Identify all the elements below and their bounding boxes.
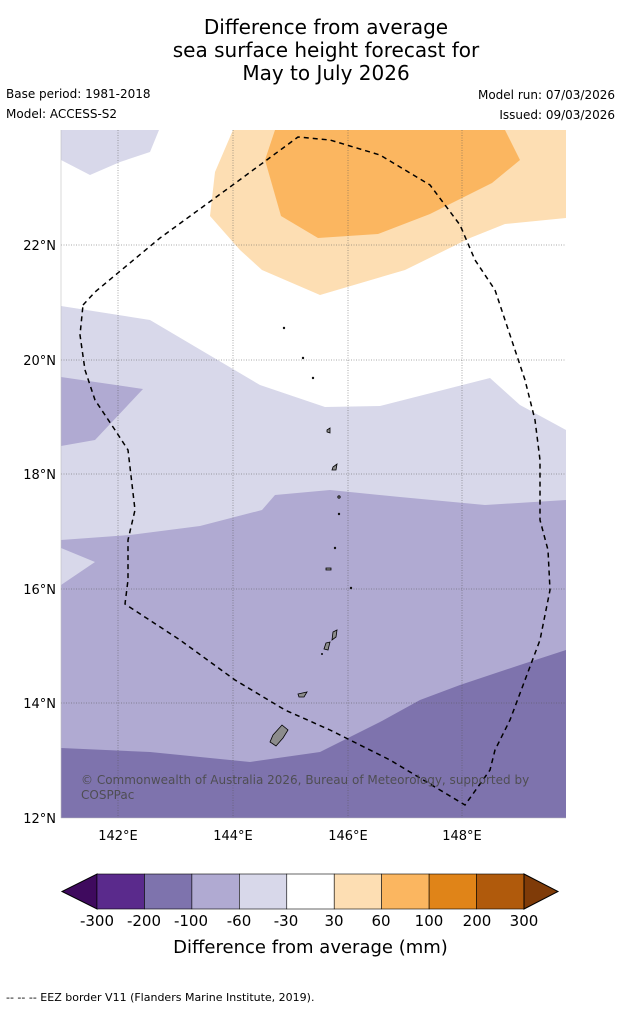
colorbar-label-100: 100 <box>414 912 444 930</box>
colorbar-label-m200: -200 <box>126 912 162 930</box>
title-line-2: sea surface height forecast for <box>172 38 480 62</box>
lat-label-20: 20°N <box>23 354 56 369</box>
base-period: Base period: 1981-2018 <box>6 87 151 101</box>
title-line-3: May to July 2026 <box>242 61 410 85</box>
contour-mid-orange <box>265 130 520 238</box>
island-guam <box>269 724 289 747</box>
model-run: Model run: 07/03/2026 <box>477 88 615 102</box>
colorbar-segment-6 <box>381 873 430 910</box>
colorbar-title: Difference from average (mm) <box>173 937 448 958</box>
map-frame <box>60 130 566 819</box>
issued-date: Issued: 09/03/2026 <box>499 108 615 122</box>
colorbar-segment-4 <box>286 873 335 910</box>
attribution-line-1: © Commonwealth of Australia 2026, Bureau… <box>81 773 529 787</box>
colorbar-segment-8 <box>476 873 525 910</box>
island-aguijan <box>320 653 323 656</box>
island-farallon-de-medinilla <box>349 586 353 590</box>
colorbar-segment-7 <box>428 873 477 910</box>
island-alamagan <box>337 495 341 499</box>
colorbar-label-m60: -60 <box>226 912 252 930</box>
colorbar <box>60 873 560 910</box>
island-agrihan <box>326 427 331 434</box>
colorbar-extend-high <box>523 873 560 910</box>
colorbar-segment-2 <box>191 873 240 910</box>
colorbar-segment-3 <box>239 873 288 910</box>
island-uracas <box>282 326 286 330</box>
colorbar-label-m30: -30 <box>273 912 299 930</box>
colorbar-extend-low <box>60 873 98 910</box>
island-sarigan <box>333 546 337 550</box>
model-name: Model: ACCESS-S2 <box>6 107 118 121</box>
colorbar-label-200: 200 <box>462 912 492 930</box>
lat-label-18: 18°N <box>23 468 56 483</box>
contour-dark-purple-band <box>61 650 566 818</box>
title-line-1: Difference from average <box>203 15 449 39</box>
lat-label-22: 22°N <box>23 239 56 254</box>
island-rota <box>297 691 308 698</box>
lon-label-142: 142°E <box>98 829 138 844</box>
islands <box>269 326 353 747</box>
island-maug <box>301 356 305 360</box>
island-guguan <box>337 512 341 516</box>
island-asuncion <box>311 376 315 380</box>
contour-light-purple-topleft <box>61 130 159 175</box>
colorbar-segment-1 <box>144 873 193 910</box>
attribution-line-2: COSPPac <box>81 788 134 802</box>
lat-labels: 12°N 14°N 16°N 18°N 20°N 22°N <box>23 239 56 827</box>
lon-labels: 142°E 144°E 146°E 148°E <box>98 829 482 844</box>
lon-label-146: 146°E <box>328 829 368 844</box>
gridlines <box>61 130 566 818</box>
colorbar-label-300: 300 <box>509 912 539 930</box>
colorbar-label-30: 30 <box>324 912 344 930</box>
eez-legend: -- -- -- EEZ border V11 (Flanders Marine… <box>6 991 315 1004</box>
colorbar-label-m100: -100 <box>173 912 209 930</box>
island-anatahan <box>325 567 332 571</box>
colorbar-label-60: 60 <box>371 912 391 930</box>
lat-label-14: 14°N <box>23 697 56 712</box>
colorbar-segment-0 <box>96 873 145 910</box>
lat-label-16: 16°N <box>23 583 56 598</box>
island-tinian <box>323 641 331 651</box>
lon-label-148: 148°E <box>442 829 482 844</box>
colorbar-segment-5 <box>333 873 382 910</box>
island-pagan <box>331 463 338 471</box>
chart-title: Difference from average sea surface heig… <box>0 16 621 85</box>
lat-label-12: 12°N <box>23 812 56 827</box>
island-saipan <box>331 629 338 641</box>
lon-label-144: 144°E <box>213 829 253 844</box>
colorbar-label-m300: -300 <box>79 912 115 930</box>
